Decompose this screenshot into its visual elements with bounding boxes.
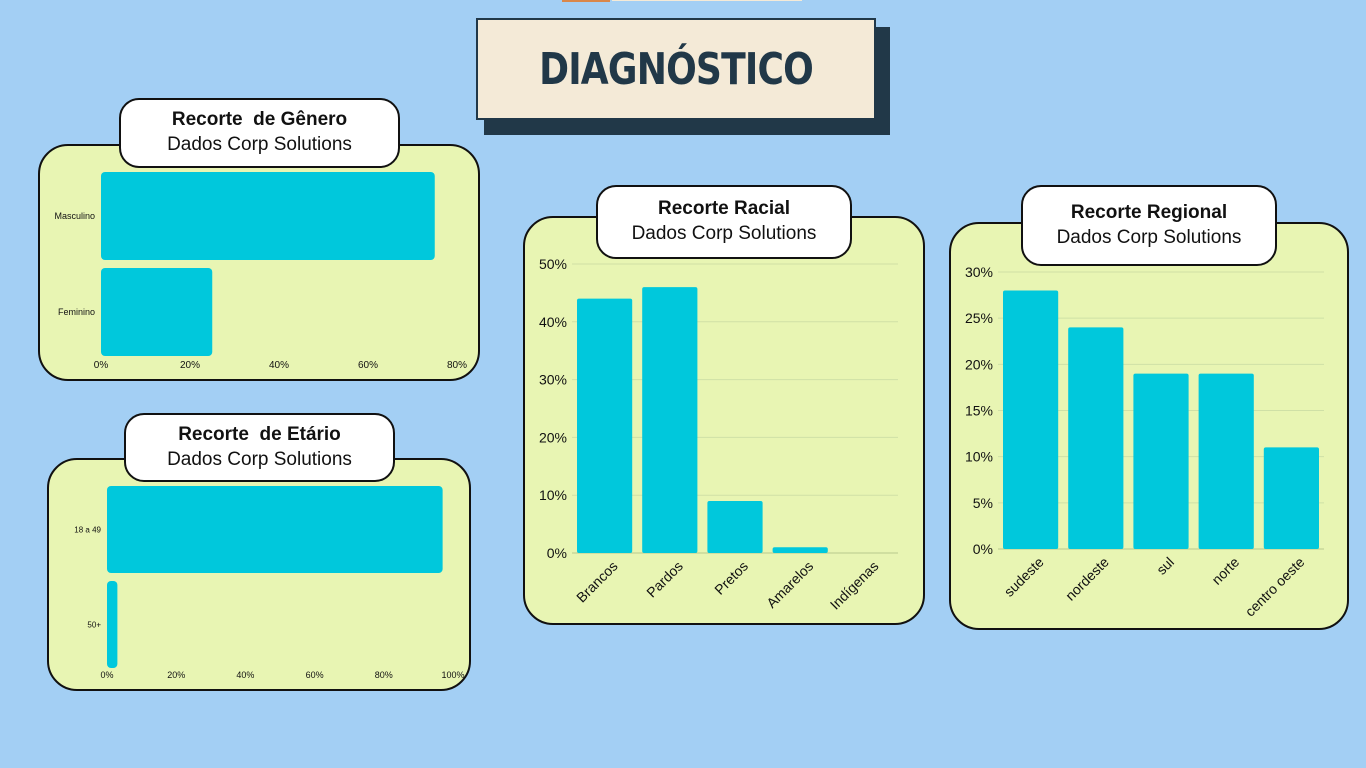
tick-label-etario-4: 80% [375,670,393,680]
page-title: DIAGNÓSTICO [539,43,814,95]
etario-chart-subtitle: Dados Corp Solutions [167,448,352,470]
bar-regional-3 [1198,373,1254,549]
tick-label-racial-0: 0% [547,545,567,561]
category-label-regional-4: centro oeste [1242,554,1308,620]
racial-chart-subtitle: Dados Corp Solutions [631,223,817,244]
tick-label-etario-3: 60% [306,670,324,680]
bar-regional-1 [1068,327,1124,549]
top-accent-line [612,0,802,1]
tick-label-regional-1: 5% [973,495,993,511]
bar-genero-0 [101,172,435,260]
tick-label-genero-1: 20% [180,360,200,371]
tick-label-genero-0: 0% [94,360,109,371]
tick-label-etario-0: 0% [100,670,113,680]
category-label-regional-1: nordeste [1062,554,1112,604]
tick-label-racial-3: 30% [539,372,567,388]
category-label-etario-0: 18 a 49 [74,526,101,535]
bar-regional-4 [1263,447,1319,549]
category-label-genero-1: Feminino [58,307,95,317]
tick-label-etario-5: 100% [441,670,464,680]
tick-label-regional-3: 15% [965,403,993,419]
bar-genero-1 [101,268,213,356]
racial-label-box: Recorte Racial Dados Corp Solutions [596,185,852,259]
tick-label-regional-6: 30% [965,264,993,280]
bar-racial-2 [707,500,763,553]
bar-racial-3 [772,547,828,553]
bar-regional-2 [1133,373,1189,549]
etario-chart-title: Recorte de Etário [178,423,341,445]
tick-label-racial-4: 40% [539,314,567,330]
category-label-regional-2: sul [1153,554,1177,578]
tick-label-genero-2: 40% [269,360,289,371]
bar-regional-0 [1003,290,1059,549]
bar-racial-0 [577,298,633,553]
tick-label-genero-3: 60% [358,360,378,371]
top-accent-bar [562,0,610,2]
category-label-genero-0: Masculino [54,211,95,221]
genero-chart-title: Recorte de Gênero [171,109,348,130]
tick-label-racial-5: 50% [539,256,567,272]
racial-chart-title: Recorte Racial [657,198,790,219]
tick-label-etario-1: 20% [167,670,185,680]
genero-label-box: Recorte de Gênero Dados Corp Solutions [119,98,400,168]
tick-label-regional-4: 20% [965,356,993,372]
title-box: DIAGNÓSTICO [476,18,876,120]
tick-label-racial-1: 10% [539,487,567,503]
tick-label-regional-5: 25% [965,310,993,326]
tick-label-racial-2: 20% [539,429,567,445]
tick-label-regional-0: 0% [973,541,993,557]
tick-label-etario-2: 40% [236,670,254,680]
category-label-regional-0: sudeste [1001,554,1047,600]
bar-etario-0 [107,486,443,573]
genero-chart-subtitle: Dados Corp Solutions [167,134,352,155]
regional-chart-title: Recorte Regional [1070,201,1228,223]
etario-label-box: Recorte de Etário Dados Corp Solutions [124,413,395,482]
regional-label-box: Recorte Regional Dados Corp Solutions [1021,185,1277,266]
bar-etario-1 [107,581,118,668]
tick-label-genero-4: 80% [447,360,467,371]
regional-chart-subtitle: Dados Corp Solutions [1056,226,1242,248]
tick-label-regional-2: 10% [965,449,993,465]
bar-racial-1 [642,287,698,553]
category-label-regional-3: norte [1208,554,1242,588]
category-label-etario-1: 50+ [87,621,101,630]
